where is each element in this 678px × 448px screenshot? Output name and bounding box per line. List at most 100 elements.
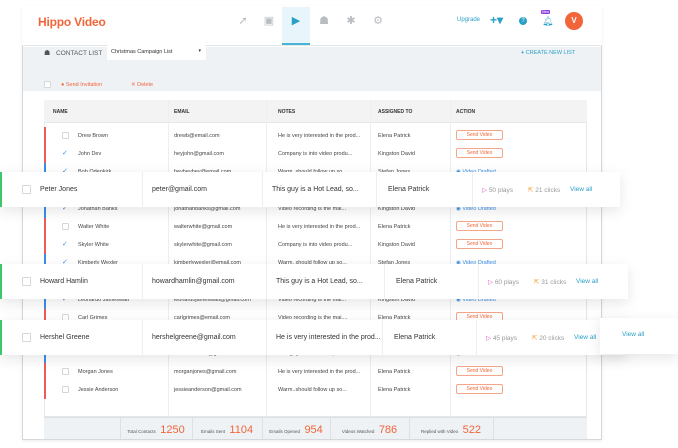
highlighted-row[interactable] bbox=[0, 264, 628, 299]
cursor-click-icon: ⇱ bbox=[532, 335, 538, 342]
contact-notes: He is very interested in the prod... bbox=[278, 369, 361, 375]
row-checkbox-checked[interactable]: ✓ bbox=[62, 296, 68, 303]
row-checkbox[interactable] bbox=[62, 386, 69, 393]
send-video-button[interactable]: Send Video bbox=[456, 239, 503, 249]
nav-tab-active[interactable] bbox=[282, 7, 310, 45]
contact-name: Jessie Anderson bbox=[78, 387, 119, 393]
users-icon[interactable]: ☗ bbox=[319, 15, 329, 27]
stat-divider bbox=[262, 417, 263, 439]
row-checkbox-checked[interactable]: ✓ bbox=[62, 241, 68, 248]
stat-label: Replied with Video bbox=[420, 429, 459, 434]
cell-divider bbox=[476, 320, 477, 355]
row-checkbox[interactable] bbox=[22, 333, 31, 342]
plays-stat: ▷ 45 plays bbox=[486, 334, 517, 342]
stats-footer bbox=[44, 417, 587, 439]
contact-email: hershelgreene@gmail.com bbox=[152, 334, 236, 341]
send-video-button[interactable]: Send Video bbox=[456, 366, 503, 376]
help-icon[interactable]: ? bbox=[519, 17, 527, 25]
contact-notes: This guy is a Hot Lead, so... bbox=[276, 278, 363, 285]
send-invitation-label: Send Invitation bbox=[65, 82, 103, 88]
stat-divider bbox=[192, 417, 193, 439]
video-icon[interactable]: ▶ bbox=[291, 15, 301, 27]
plus-icon: + bbox=[521, 50, 526, 56]
contact-assigned: Kingston David bbox=[378, 242, 415, 248]
bell-icon[interactable]: 🔔︎ bbox=[542, 16, 554, 26]
contact-assigned: Kingston David bbox=[378, 151, 415, 157]
stat-1: Emails Sent 1104 bbox=[192, 420, 262, 438]
header-action[interactable]: ACTION bbox=[456, 109, 476, 115]
status-marker bbox=[44, 218, 46, 236]
header-assigned[interactable]: ASSIGNED TO bbox=[378, 109, 413, 115]
row-checkbox[interactable] bbox=[22, 185, 31, 194]
row-checkbox-checked[interactable]: ✓ bbox=[62, 150, 68, 157]
highlighted-row[interactable] bbox=[0, 320, 626, 355]
contact-email: heyjohn@gmail.com bbox=[174, 151, 224, 157]
contact-notes: Company is into video produ... bbox=[278, 242, 353, 248]
contact-assigned: Elena Patrick bbox=[378, 369, 411, 375]
header-notes[interactable]: NOTES bbox=[278, 109, 296, 115]
stat-0: Total Contacts 1250 bbox=[120, 420, 192, 438]
chevron-down-icon: ▾ bbox=[198, 48, 201, 54]
row-checkbox[interactable] bbox=[62, 223, 69, 230]
cursor-click-icon: ⇱ bbox=[528, 187, 534, 194]
avatar[interactable]: V bbox=[565, 12, 583, 30]
stat-divider bbox=[330, 417, 331, 439]
contact-assigned: Elena Patrick bbox=[378, 387, 411, 393]
view-all-link[interactable]: View all bbox=[574, 334, 597, 341]
logo[interactable]: Hippo Video bbox=[38, 15, 106, 29]
contact-email: carlgrimes@email.com bbox=[174, 315, 231, 321]
stat-divider bbox=[493, 417, 494, 439]
contact-assigned: Stefan Jones bbox=[378, 260, 411, 266]
stat-value: 786 bbox=[378, 424, 398, 436]
send-video-button[interactable]: Send Video bbox=[456, 221, 503, 231]
view-all-link[interactable]: View all bbox=[576, 278, 599, 285]
clicks-stat: ⇱ 20 clicks bbox=[532, 334, 564, 342]
contact-name: Morgan Jones bbox=[78, 369, 113, 375]
stat-value: 1250 bbox=[160, 424, 185, 436]
send-invitation-button[interactable]: ● Send Invitation bbox=[61, 82, 103, 88]
row-checkbox[interactable] bbox=[62, 368, 69, 375]
video-drafted-link[interactable]: ◉ Video Drafted bbox=[456, 297, 496, 303]
video-drafted-label: Video Drafted bbox=[462, 260, 496, 266]
send-video-button[interactable]: Send Video bbox=[456, 130, 503, 140]
add-menu-button[interactable]: +▾ bbox=[490, 13, 504, 27]
contact-assigned: Elena Patrick bbox=[378, 224, 411, 230]
rocket-icon[interactable]: ➚ bbox=[238, 15, 248, 27]
header-name[interactable]: NAME bbox=[53, 109, 68, 115]
delete-label: Delete bbox=[137, 82, 154, 88]
create-new-list-button[interactable]: + CREATE NEW LIST bbox=[521, 50, 575, 56]
play-icon: ▷ bbox=[488, 279, 493, 286]
header-email[interactable]: EMAIL bbox=[174, 109, 190, 115]
send-video-button[interactable]: Send Video bbox=[456, 148, 503, 158]
cell-divider bbox=[384, 264, 385, 299]
row-checkbox-checked[interactable]: ✓ bbox=[62, 205, 68, 212]
video-drafted-link[interactable]: ◉ Video Drafted bbox=[456, 260, 496, 266]
row-checkbox-checked[interactable]: ✓ bbox=[62, 167, 68, 175]
row-checkbox[interactable] bbox=[22, 277, 31, 286]
puzzle-icon[interactable]: ✱ bbox=[346, 15, 356, 27]
document-icon[interactable]: ▣ bbox=[263, 15, 275, 27]
highlighted-row[interactable] bbox=[0, 172, 620, 207]
contact-notes: Warm..should follow up so... bbox=[278, 387, 347, 393]
contact-email: walterwhite@gmail.com bbox=[174, 224, 233, 230]
row-checkbox-checked[interactable]: ✓ bbox=[62, 259, 68, 266]
view-all-link[interactable]: View all bbox=[570, 186, 593, 193]
status-marker bbox=[44, 236, 46, 254]
delete-button[interactable]: ✕ Delete bbox=[131, 82, 154, 88]
contact-name: Skyler White bbox=[78, 242, 109, 248]
send-video-button[interactable]: Send Video bbox=[456, 384, 503, 394]
status-marker bbox=[44, 254, 46, 272]
contact-assigned: Elena Patrick bbox=[394, 334, 436, 341]
stat-4: Replied with Video 522 bbox=[409, 420, 493, 438]
select-all-checkbox[interactable] bbox=[44, 81, 51, 88]
contact-notes: He is very interested in the prod... bbox=[278, 224, 361, 230]
view-all-link[interactable]: View all bbox=[622, 331, 645, 338]
new-badge: New bbox=[541, 10, 551, 14]
plays-count: 50 plays bbox=[488, 187, 514, 194]
cell-divider bbox=[262, 172, 263, 207]
row-checkbox[interactable] bbox=[62, 132, 69, 139]
video-drafted-link[interactable]: ◉ Video Drafted bbox=[456, 206, 496, 212]
upgrade-link[interactable]: Upgrade bbox=[457, 17, 481, 23]
contact-list-select[interactable]: Christmas Campaign List ▾ bbox=[107, 45, 206, 60]
gear-icon[interactable]: ⚙ bbox=[373, 15, 383, 27]
